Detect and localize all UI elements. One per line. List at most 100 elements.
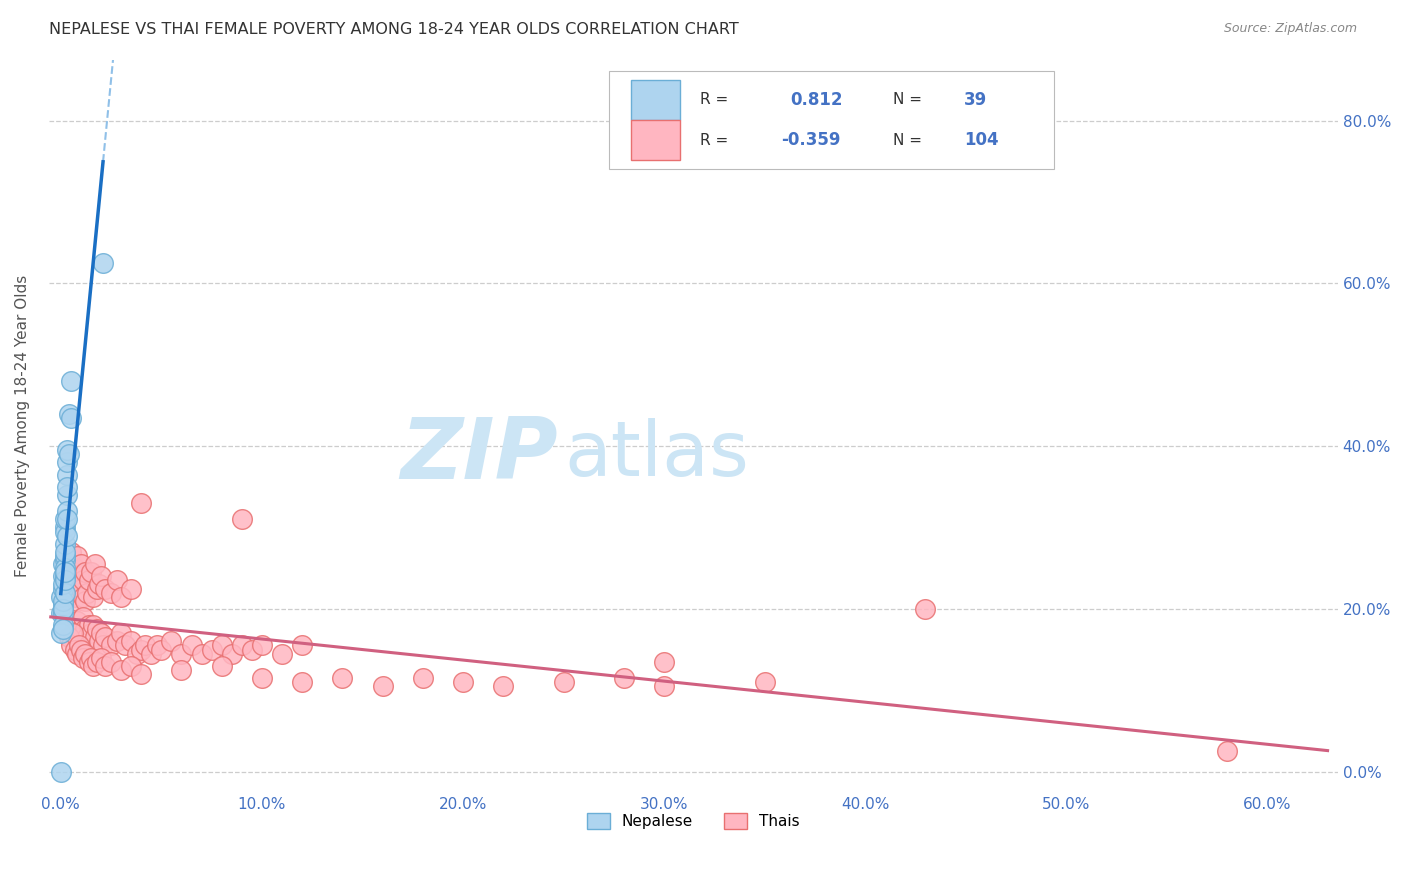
Point <box>66 593 89 607</box>
Point <box>94 658 117 673</box>
Point <box>53 574 76 588</box>
Point <box>70 582 93 596</box>
Point <box>82 618 104 632</box>
Point <box>110 626 132 640</box>
Point <box>492 679 515 693</box>
Point <box>52 557 75 571</box>
Point <box>652 655 675 669</box>
Point <box>66 614 89 628</box>
Point <box>70 642 93 657</box>
Text: 104: 104 <box>965 131 998 149</box>
Point <box>53 545 76 559</box>
Point <box>250 639 273 653</box>
Point <box>82 658 104 673</box>
Point <box>52 606 75 620</box>
Point <box>91 256 114 270</box>
Point <box>221 647 243 661</box>
Point <box>66 549 89 563</box>
Point <box>72 590 94 604</box>
Point <box>58 631 80 645</box>
Point <box>291 639 314 653</box>
Point <box>129 667 152 681</box>
Point <box>129 496 152 510</box>
Point <box>211 639 233 653</box>
Point <box>291 675 314 690</box>
Point <box>53 537 76 551</box>
Point <box>67 639 90 653</box>
Point <box>100 655 122 669</box>
Point <box>412 671 434 685</box>
Point <box>150 642 173 657</box>
Text: R =: R = <box>700 133 728 148</box>
Point <box>330 671 353 685</box>
Point <box>56 504 79 518</box>
Point <box>56 443 79 458</box>
Point <box>66 647 89 661</box>
Point <box>94 582 117 596</box>
Point <box>49 606 72 620</box>
Point <box>114 639 136 653</box>
Point <box>58 407 80 421</box>
Point <box>70 622 93 636</box>
Point <box>100 639 122 653</box>
Text: NEPALESE VS THAI FEMALE POVERTY AMONG 18-24 YEAR OLDS CORRELATION CHART: NEPALESE VS THAI FEMALE POVERTY AMONG 18… <box>49 22 740 37</box>
Point <box>73 647 96 661</box>
Point <box>63 642 86 657</box>
Point <box>652 679 675 693</box>
Point <box>134 639 156 653</box>
Bar <box>631 120 681 161</box>
Point <box>754 675 776 690</box>
Point <box>120 634 142 648</box>
Point <box>66 577 89 591</box>
Point <box>211 658 233 673</box>
Point <box>59 374 82 388</box>
Point <box>53 566 76 580</box>
Text: R =: R = <box>700 93 728 107</box>
Y-axis label: Female Poverty Among 18-24 Year Olds: Female Poverty Among 18-24 Year Olds <box>15 275 30 577</box>
Point <box>553 675 575 690</box>
Bar <box>631 79 681 120</box>
Point <box>53 549 76 563</box>
Point <box>451 675 474 690</box>
Point <box>63 561 86 575</box>
Point <box>90 650 112 665</box>
Point <box>53 512 76 526</box>
Text: atlas: atlas <box>564 418 749 492</box>
Point <box>73 622 96 636</box>
Point <box>87 577 110 591</box>
Point <box>86 655 108 669</box>
Point <box>371 679 394 693</box>
Point <box>170 663 193 677</box>
Point <box>53 569 76 583</box>
Point <box>82 590 104 604</box>
Point <box>72 574 94 588</box>
Point <box>231 639 253 653</box>
Point <box>73 593 96 607</box>
Point <box>90 626 112 640</box>
Point <box>67 569 90 583</box>
Point <box>53 585 76 599</box>
Point <box>59 545 82 559</box>
Point <box>120 658 142 673</box>
Point <box>105 574 128 588</box>
Point <box>201 642 224 657</box>
Point <box>53 520 76 534</box>
Text: 0.812: 0.812 <box>790 91 842 109</box>
Point <box>271 647 294 661</box>
Point <box>914 602 936 616</box>
Point <box>110 663 132 677</box>
Point <box>80 566 103 580</box>
Text: -0.359: -0.359 <box>780 131 841 149</box>
Point <box>76 631 98 645</box>
Legend: Nepalese, Thais: Nepalese, Thais <box>581 807 806 836</box>
Point <box>49 590 72 604</box>
Text: 39: 39 <box>965 91 987 109</box>
Point <box>146 639 169 653</box>
Point <box>58 582 80 596</box>
Point <box>141 647 163 661</box>
Point <box>86 622 108 636</box>
Point <box>76 585 98 599</box>
Point <box>160 634 183 648</box>
Point <box>240 642 263 657</box>
Point <box>87 634 110 648</box>
